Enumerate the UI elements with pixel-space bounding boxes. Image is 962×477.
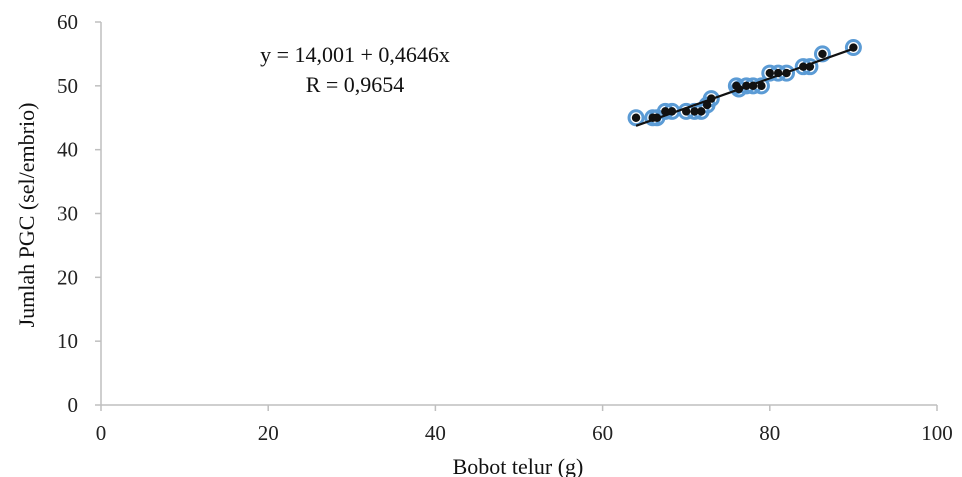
y-tick-label: 60 (57, 10, 78, 34)
data-point (682, 107, 691, 116)
data-point (702, 100, 712, 110)
equation-annotation: y = 14,001 + 0,4646x (260, 42, 450, 67)
y-tick-label: 20 (57, 265, 78, 289)
data-point-halo (702, 90, 720, 108)
x-axis-title: Bobot telur (g) (453, 454, 584, 477)
x-tick-label: 0 (96, 421, 107, 445)
data-point-halo (813, 45, 831, 63)
data-point (690, 107, 699, 116)
x-tick-label: 80 (759, 421, 780, 445)
data-point (661, 107, 670, 116)
data-point (818, 49, 827, 59)
data-point (757, 81, 766, 91)
data-point (734, 84, 744, 94)
y-tick-label: 50 (57, 74, 78, 98)
r-value-annotation: R = 0,9654 (306, 72, 405, 97)
data-point (667, 107, 677, 116)
data-point-halo (844, 39, 862, 57)
data-point (849, 43, 858, 52)
data-point (631, 113, 641, 122)
x-tick-label: 40 (425, 421, 446, 445)
data-point (697, 107, 706, 116)
y-tick-label: 30 (57, 202, 78, 226)
y-tick-label: 0 (68, 393, 79, 417)
data-point (742, 81, 751, 91)
data-point (748, 81, 758, 91)
y-axis-title: Jumlah PGC (sel/embrio) (14, 103, 39, 328)
x-axis-ticks: 0 20 40 60 80 100 (96, 405, 953, 445)
x-tick-label: 20 (258, 421, 279, 445)
data-point (782, 68, 791, 78)
y-tick-label: 40 (57, 138, 78, 162)
data-point (707, 94, 716, 103)
x-tick-label: 100 (921, 421, 953, 445)
points-layer (631, 43, 858, 122)
y-axis-ticks: 0 10 20 30 40 50 60 (57, 10, 101, 417)
data-point (652, 113, 662, 122)
y-tick-label: 10 (57, 329, 78, 353)
x-tick-label: 60 (592, 421, 613, 445)
data-point (765, 68, 774, 78)
data-point (773, 68, 783, 78)
data-point (799, 62, 808, 71)
data-point (805, 62, 815, 71)
